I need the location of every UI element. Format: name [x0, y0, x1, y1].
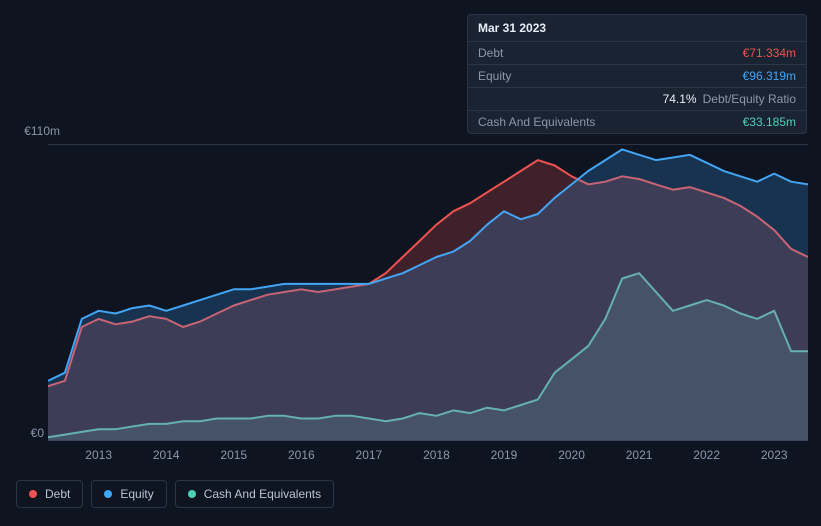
- tooltip-row-label: Debt: [478, 46, 743, 60]
- x-label: 2013: [85, 448, 112, 462]
- x-axis-labels: 2013 2014 2015 2016 2017 2018 2019 2020 2021 2022…: [48, 448, 808, 468]
- x-label: 2017: [356, 448, 383, 462]
- legend-dot-icon: [104, 490, 112, 498]
- x-label: 2023: [761, 448, 788, 462]
- tooltip-row: Debt€71.334m: [468, 42, 806, 65]
- legend-dot-icon: [29, 490, 37, 498]
- chart-tooltip: Mar 31 2023 Debt€71.334mEquity€96.319m74…: [467, 14, 807, 134]
- x-label: 2021: [626, 448, 653, 462]
- tooltip-row-value: €33.185m: [743, 115, 796, 129]
- baseline: [48, 440, 808, 441]
- tooltip-row: Cash And Equivalents€33.185m: [468, 111, 806, 133]
- tooltip-row-label: [478, 92, 663, 106]
- tooltip-row-label: Equity: [478, 69, 743, 83]
- legend-label: Equity: [120, 487, 153, 501]
- y-label-zero: €0: [0, 426, 44, 440]
- series-area-equity: [48, 149, 808, 440]
- legend-item-cash-and-equivalents[interactable]: Cash And Equivalents: [175, 480, 334, 508]
- tooltip-row-value: 74.1%: [663, 92, 697, 106]
- tooltip-row-suffix: Debt/Equity Ratio: [703, 92, 796, 106]
- x-label: 2016: [288, 448, 315, 462]
- x-label: 2022: [693, 448, 720, 462]
- tooltip-row: 74.1% Debt/Equity Ratio: [468, 88, 806, 111]
- y-label-max: €110m: [0, 124, 60, 138]
- legend-item-debt[interactable]: Debt: [16, 480, 83, 508]
- x-label: 2019: [491, 448, 518, 462]
- legend-label: Debt: [45, 487, 70, 501]
- legend-item-equity[interactable]: Equity: [91, 480, 166, 508]
- tooltip-row-value: €71.334m: [743, 46, 796, 60]
- tooltip-row-label: Cash And Equivalents: [478, 115, 743, 129]
- tooltip-row-value: €96.319m: [743, 69, 796, 83]
- legend: Debt Equity Cash And Equivalents: [16, 480, 334, 508]
- area-chart: [48, 144, 808, 440]
- tooltip-date: Mar 31 2023: [468, 15, 806, 42]
- x-label: 2014: [153, 448, 180, 462]
- legend-label: Cash And Equivalents: [204, 487, 321, 501]
- x-label: 2018: [423, 448, 450, 462]
- x-label: 2015: [220, 448, 247, 462]
- legend-dot-icon: [188, 490, 196, 498]
- tooltip-row: Equity€96.319m: [468, 65, 806, 88]
- x-label: 2020: [558, 448, 585, 462]
